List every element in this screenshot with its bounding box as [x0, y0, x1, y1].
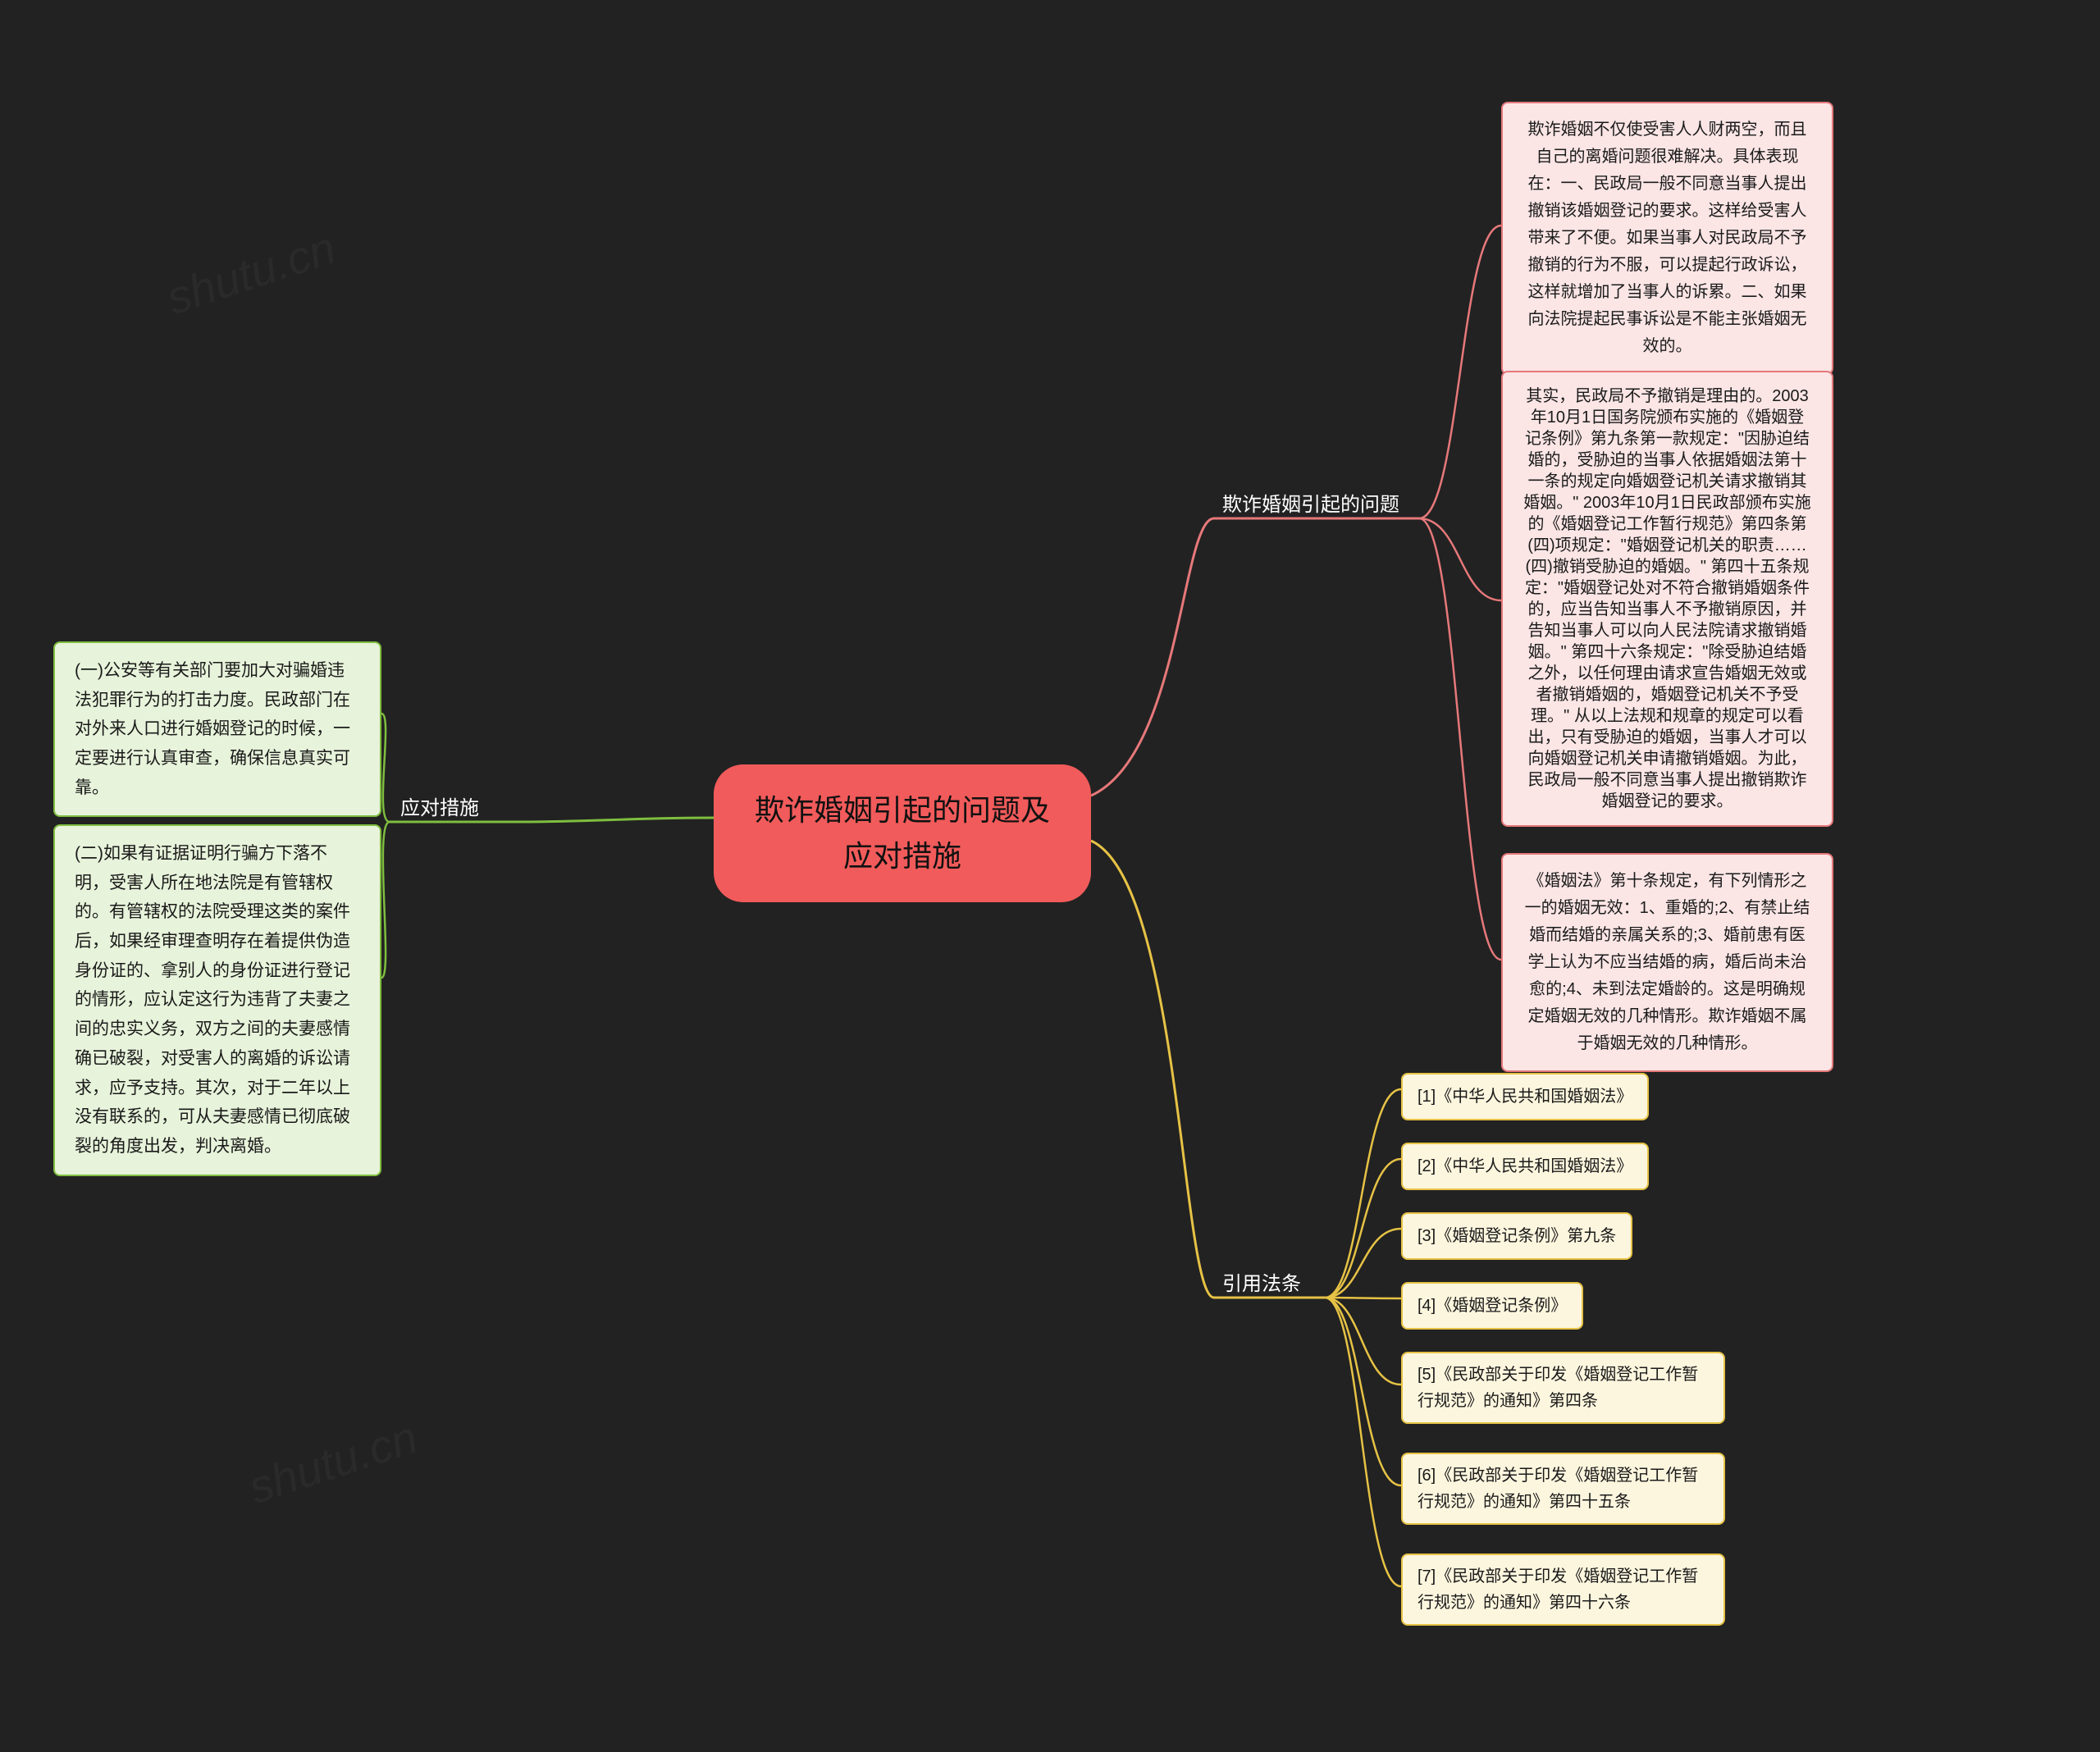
leaf-rb-0[interactable]: [1]《中华人民共和国婚姻法》: [1401, 1073, 1649, 1120]
edge-rt-2: [1419, 518, 1501, 600]
edge-root-left: [517, 818, 714, 822]
branch-left-label[interactable]: 应对措施: [400, 792, 479, 820]
leaf-rb-5[interactable]: [6]《民政部关于印发《婚姻登记工作暂行规范》的通知》第四十五条: [1401, 1453, 1725, 1525]
edge-rb-6: [1325, 1298, 1401, 1485]
leaf-rb-2[interactable]: [3]《婚姻登记条例》第九条: [1401, 1212, 1632, 1260]
watermark: shutu.cn: [242, 1410, 423, 1514]
edge-rb-1: [1325, 1089, 1401, 1298]
leaf-rt-1[interactable]: 其实，民政局不予撤销是理由的。2003年10月1日国务院颁布实施的《婚姻登记条例…: [1501, 371, 1833, 827]
leaf-rb-3[interactable]: [4]《婚姻登记条例》: [1401, 1282, 1583, 1330]
root-label: 欺诈婚姻引起的问题及应对措施: [746, 787, 1058, 879]
leaf-left-1[interactable]: (二)如果有证据证明行骗方下落不明，受害人所在地法院是有管辖权的。有管辖权的法院…: [53, 824, 381, 1176]
leaf-left-0[interactable]: (一)公安等有关部门要加大对骗婚违法犯罪行为的打击力度。民政部门在对外来人口进行…: [53, 641, 381, 817]
watermark: shutu.cn: [160, 221, 341, 325]
edge-left-1: [381, 714, 390, 822]
edge-rb-2: [1325, 1159, 1401, 1298]
edge-rt-1: [1419, 226, 1501, 518]
root-node[interactable]: 欺诈婚姻引起的问题及应对措施: [714, 764, 1091, 902]
branch-right-bottom-label[interactable]: 引用法条: [1222, 1267, 1301, 1296]
edge-left-2: [381, 822, 390, 978]
leaf-rb-4[interactable]: [5]《民政部关于印发《婚姻登记工作暂行规范》的通知》第四条: [1401, 1352, 1725, 1424]
edge-rb-5: [1325, 1298, 1401, 1385]
leaf-rt-0[interactable]: 欺诈婚姻不仅使受害人人财两空，而且自己的离婚问题很难解决。具体表现在：一、民政局…: [1501, 102, 1833, 375]
leaf-rb-6[interactable]: [7]《民政部关于印发《婚姻登记工作暂行规范》的通知》第四十六条: [1401, 1554, 1725, 1626]
edge-root-right-top: [1091, 518, 1214, 796]
edge-rb-3: [1325, 1229, 1401, 1298]
edge-root-right-bottom: [1091, 841, 1214, 1298]
edge-rt-3: [1419, 518, 1501, 960]
branch-right-top-label[interactable]: 欺诈婚姻引起的问题: [1222, 488, 1399, 517]
leaf-rb-1[interactable]: [2]《中华人民共和国婚姻法》: [1401, 1143, 1649, 1190]
leaf-rt-2[interactable]: 《婚姻法》第十条规定，有下列情形之一的婚姻无效：1、重婚的;2、有禁止结婚而结婚…: [1501, 853, 1833, 1072]
edge-rb-7: [1325, 1298, 1401, 1586]
